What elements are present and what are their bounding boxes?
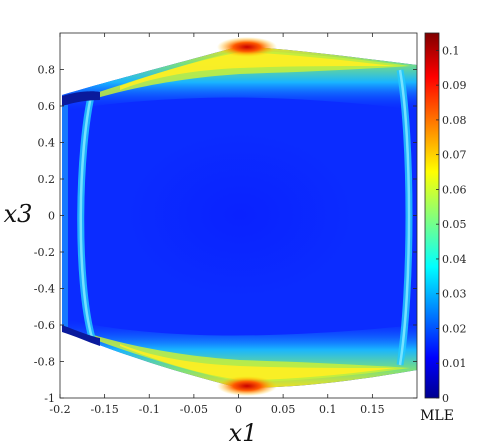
y-tick-label: 0.2 bbox=[38, 173, 56, 186]
y-tick-label: -0.2 bbox=[34, 246, 55, 259]
colorbar-tick-label: 0.08 bbox=[442, 114, 467, 127]
x-tick-label: 0.1 bbox=[319, 403, 337, 416]
colorbar-label: MLE bbox=[420, 408, 454, 424]
colorbar-tick-label: 0.02 bbox=[442, 322, 467, 335]
colorbar-tick-label: 0.04 bbox=[442, 253, 467, 266]
colorbar-tick-label: 0.09 bbox=[442, 79, 467, 92]
colorbar-tick-label: 0.05 bbox=[442, 218, 467, 231]
colorbar-tick-label: 0.06 bbox=[442, 183, 467, 196]
y-tick-label: 0.8 bbox=[38, 64, 56, 77]
colorbar-frame bbox=[424, 32, 440, 399]
colorbar bbox=[425, 33, 439, 398]
colorbar-tick-label: 0.03 bbox=[442, 288, 467, 301]
y-tick-label: -0.4 bbox=[34, 283, 55, 296]
y-tick-label: 0.4 bbox=[38, 137, 56, 150]
colorbar-tick-label: 0.1 bbox=[442, 44, 460, 57]
colorbar-tick-label: 0.07 bbox=[442, 149, 467, 162]
colorbar-axis: 0 0.01 0.02 0.03 0.04 0.05 0.06 0.07 0.08 0.09 0.1 bbox=[436, 44, 467, 405]
y-axis: -1 -0.8 -0.6 -0.4 -0.2 0 0.2 0.4 0.6 0.8 bbox=[34, 64, 417, 405]
y-tick-label: 0 bbox=[48, 210, 55, 223]
colorbar-tick-label: 0 bbox=[442, 392, 449, 405]
heatmap-field bbox=[62, 37, 417, 396]
x-axis: -0.2 -0.15 -0.1 -0.05 0 0.05 0.1 0.15 bbox=[49, 33, 385, 416]
y-axis-label: x3 bbox=[4, 200, 33, 228]
x-axis-label: x1 bbox=[229, 419, 258, 447]
y-tick-label: -0.6 bbox=[34, 319, 55, 332]
y-tick-label: -0.8 bbox=[34, 356, 55, 369]
y-tick-label: 0.6 bbox=[38, 100, 56, 113]
x-tick-label: -0.2 bbox=[49, 403, 70, 416]
x-tick-label: 0 bbox=[235, 403, 242, 416]
x-tick-label: -0.15 bbox=[91, 403, 119, 416]
y-tick-label: -1 bbox=[44, 392, 55, 405]
x-tick-label: -0.1 bbox=[139, 403, 160, 416]
x-tick-label: -0.05 bbox=[180, 403, 208, 416]
x-tick-label: 0.05 bbox=[271, 403, 296, 416]
colorbar-tick-label: 0.01 bbox=[442, 357, 467, 370]
x-tick-label: 0.15 bbox=[360, 403, 385, 416]
